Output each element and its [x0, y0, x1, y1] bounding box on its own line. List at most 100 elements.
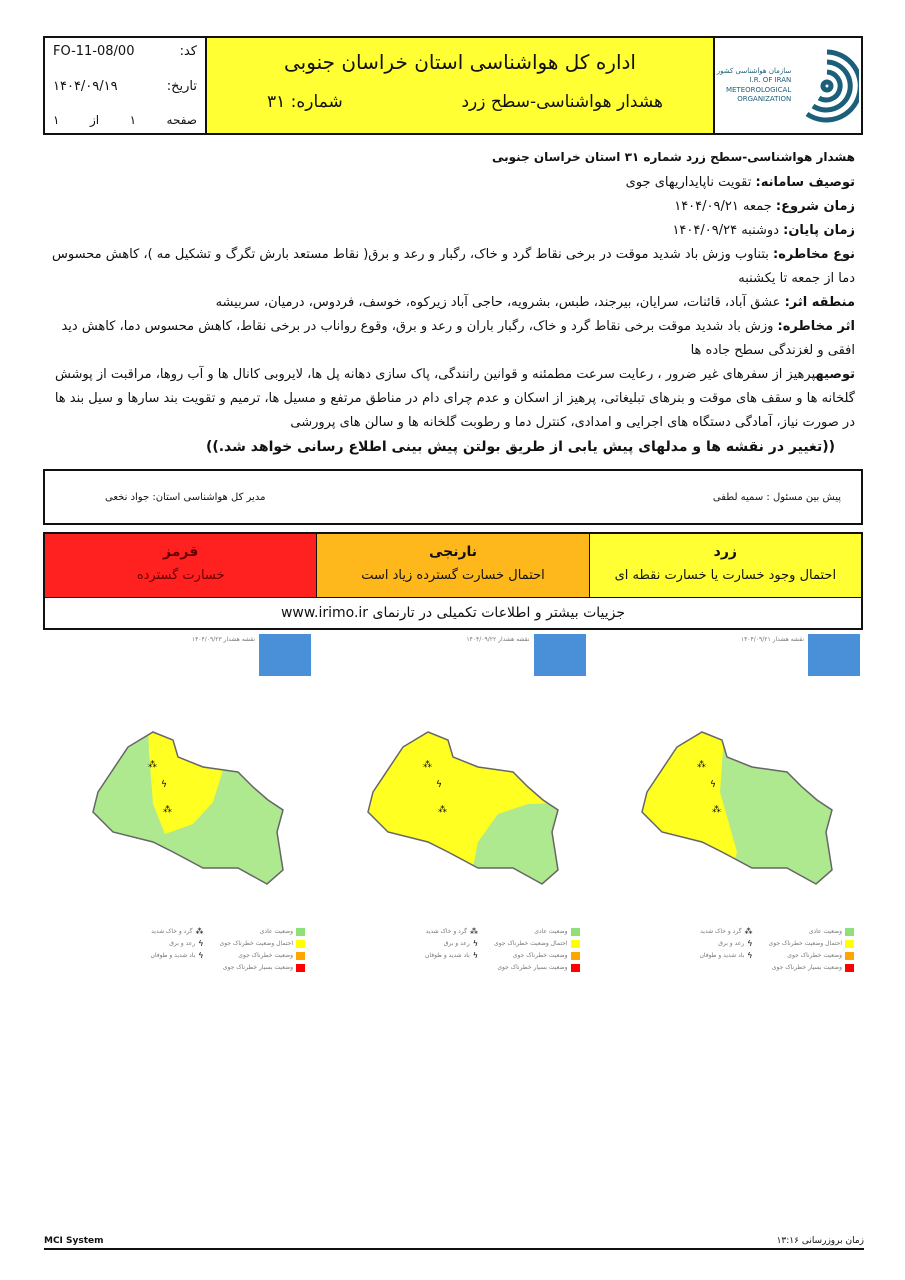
- legend-swatch: [845, 951, 854, 960]
- dust-icon: ⁂: [438, 804, 447, 815]
- legend-item: وضعیت عادی: [220, 927, 305, 936]
- effect-value: وزش باد شدید موقت برخی نقاط گرد و خاک، ر…: [61, 319, 855, 358]
- warning-map-panel: نقشه هشدار ۱۴۰۴/۰۹/۲۱ ⁂ ϟ ⁂ وضعیت عادی اح…: [592, 632, 864, 982]
- dust-icon: ⁂: [423, 759, 432, 770]
- legend-levels: وضعیت عادی احتمال وضعیت خطرناک جوی وضعیت خ…: [769, 927, 854, 972]
- legend-symbols: ⁂ گرد و خاک شدید ϟ رعد و برق ϟ باد شدید و طوف…: [150, 927, 203, 972]
- dust-icon: ⁂: [148, 759, 157, 770]
- legend-symbol: ⁂ گرد و خاک شدید: [150, 927, 203, 936]
- legend-swatch: [296, 963, 305, 972]
- legend-label: وضعیت خطرناک جوی: [238, 952, 293, 959]
- page-content: کد: FO-11-08/00 تاریخ: ۱۴۰۴/۰۹/۱۹ صفحه ۱ از ۱…: [43, 36, 864, 982]
- hazard-label: نوع مخاطره:: [773, 247, 855, 262]
- symbol-icon: ϟ: [747, 951, 753, 960]
- document-header: کد: FO-11-08/00 تاریخ: ۱۴۰۴/۰۹/۱۹ صفحه ۱ از ۱…: [43, 36, 863, 135]
- legend-symbol: ϟ رعد و برق: [425, 939, 478, 948]
- code-label: کد:: [179, 44, 197, 59]
- map-outline: [92, 731, 284, 885]
- legend-label: احتمال وضعیت خطرناک جوی: [768, 940, 842, 947]
- symbol-icon: ϟ: [747, 939, 753, 948]
- header-title-box: اداره کل هواشناسی استان خراسان جنوبی هشد…: [207, 38, 715, 133]
- legend-item: وضعیت خطرناک جوی: [220, 951, 305, 960]
- dust-icon: ⁂: [163, 804, 172, 815]
- legend-swatch: [845, 939, 854, 948]
- legend-label: احتمال وضعیت خطرناک جوی: [494, 940, 568, 947]
- legend-label: رعد و برق: [169, 940, 196, 947]
- province-map: ⁂ ϟ ⁂: [92, 731, 284, 885]
- area-label: منطقه اثر:: [784, 295, 855, 310]
- map-caption: نقشه هشدار ۱۴۰۴/۰۹/۲۳: [191, 636, 255, 643]
- page-of: از: [89, 113, 100, 127]
- end-value: دوشنبه ۱۴۰۴/۰۹/۲۴: [672, 223, 779, 238]
- system-value: تقویت ناپایداریهای جوی: [625, 175, 752, 190]
- logo-text: I.R. OF IRAN: [749, 76, 792, 85]
- thunder-icon: ϟ: [161, 780, 167, 790]
- legend-swatch: [570, 951, 580, 960]
- legend-item: احتمال وضعیت خطرناک جوی: [494, 939, 580, 948]
- level-red: قرمز خسارت گسترده: [45, 534, 317, 597]
- legend-label: رعد و برق: [443, 940, 470, 947]
- warning-maps: نقشه هشدار ۱۴۰۴/۰۹/۲۱ ⁂ ϟ ⁂ وضعیت عادی اح…: [43, 632, 864, 982]
- map-caption: نقشه هشدار ۱۴۰۴/۰۹/۲۲: [466, 636, 530, 643]
- irimo-logo: سازمان هواشناسی کشور I.R. OF IRAN METEOROL…: [715, 38, 861, 133]
- legend-item: وضعیت عادی: [494, 927, 580, 936]
- legend-symbol: ϟ باد شدید و طوفان: [425, 951, 478, 960]
- warning-map-panel: نقشه هشدار ۱۴۰۴/۰۹/۲۳ ⁂ ϟ ⁂ وضعیت عادی اح…: [43, 632, 315, 982]
- legend-label: گرد و خاک شدید: [700, 928, 742, 935]
- logo-text: سازمان هواشناسی کشور: [716, 67, 792, 76]
- legend-label: وضعیت عادی: [534, 928, 568, 935]
- province-map: ⁂ ϟ ⁂: [366, 731, 559, 885]
- system-name: MCI System: [44, 1236, 104, 1246]
- director-name: مدیر کل هواشناسی استان: جواد نخعی: [105, 491, 266, 503]
- legend-label: وضعیت عادی: [808, 928, 842, 935]
- thunder-icon: ϟ: [436, 780, 442, 790]
- level-desc: احتمال خسارت گسترده زیاد است: [361, 568, 545, 583]
- advice-label: توصیه: [815, 367, 855, 382]
- irimo-map-logo: [808, 634, 860, 676]
- legend-swatch: [570, 927, 580, 936]
- website-link[interactable]: جزییات بیشتر و اطلاعات تکمیلی در تارنمای…: [280, 605, 626, 621]
- logo-text: ORGANIZATION: [737, 94, 792, 103]
- legend-label: وضعیت عادی: [259, 928, 293, 935]
- end-label: زمان پایان:: [783, 223, 855, 238]
- irimo-map-logo: [259, 634, 311, 676]
- level-orange: نارنجی احتمال خسارت گسترده زیاد است: [316, 534, 589, 597]
- document-meta: کد: FO-11-08/00 تاریخ: ۱۴۰۴/۰۹/۱۹ صفحه ۱ از ۱: [45, 38, 207, 133]
- symbol-icon: ⁂: [195, 927, 204, 936]
- page-number: ۱: [129, 113, 137, 127]
- page-total: ۱: [53, 113, 60, 127]
- legend-label: وضعیت خطرناک جوی: [787, 952, 842, 959]
- level-yellow: زرد احتمال وجود خسارت یا خسارت نقطه ای: [588, 534, 861, 597]
- page-label: صفحه: [166, 113, 197, 127]
- start-value: جمعه ۱۴۰۴/۰۹/۲۱: [674, 199, 772, 214]
- map-region-yellow: [642, 732, 737, 884]
- organization-title: اداره کل هواشناسی استان خراسان جنوبی: [284, 50, 636, 74]
- level-name: قرمز: [163, 544, 199, 560]
- warning-number: شماره: ۳۱: [267, 92, 343, 112]
- legend-item: وضعیت بسیار خطرناک جوی: [494, 963, 580, 972]
- legend-label: وضعیت بسیار خطرناک جوی: [222, 964, 293, 971]
- map-outline: [366, 731, 559, 885]
- level-name: نارنجی: [428, 544, 478, 560]
- legend-symbol: ϟ باد شدید و طوفان: [150, 951, 203, 960]
- legend-item: احتمال وضعیت خطرناک جوی: [220, 939, 305, 948]
- warning-map-panel: نقشه هشدار ۱۴۰۴/۰۹/۲۲ ⁂ ϟ ⁂ وضعیت عادی اح…: [318, 632, 590, 982]
- legend-swatch: [845, 963, 854, 972]
- level-name: زرد: [713, 544, 737, 560]
- legend-label: رعد و برق: [718, 940, 745, 947]
- spiral-logo-icon: [805, 49, 860, 122]
- update-time: ۱۳:۱۶: [776, 1236, 799, 1246]
- symbol-icon: ⁂: [470, 927, 479, 936]
- legend-levels: وضعیت عادی احتمال وضعیت خطرناک جوی وضعیت خ…: [494, 927, 580, 972]
- irimo-map-logo: [533, 634, 586, 676]
- legend-symbol: ⁂ گرد و خاک شدید: [425, 927, 478, 936]
- forecaster-name: پیش بین مسئول : سمیه لطفی: [712, 491, 841, 503]
- legend-swatch: [296, 927, 305, 936]
- legend-swatch: [570, 963, 580, 972]
- code-value: FO-11-08/00: [53, 44, 135, 59]
- legend-label: وضعیت خطرناک جوی: [512, 952, 568, 959]
- legend-item: وضعیت بسیار خطرناک جوی: [220, 963, 305, 972]
- legend-label: وضعیت بسیار خطرناک جوی: [497, 964, 568, 971]
- legend-label: وضعیت بسیار خطرناک جوی: [771, 964, 842, 971]
- signature-box: پیش بین مسئول : سمیه لطفی مدیر کل هواشنا…: [43, 469, 863, 525]
